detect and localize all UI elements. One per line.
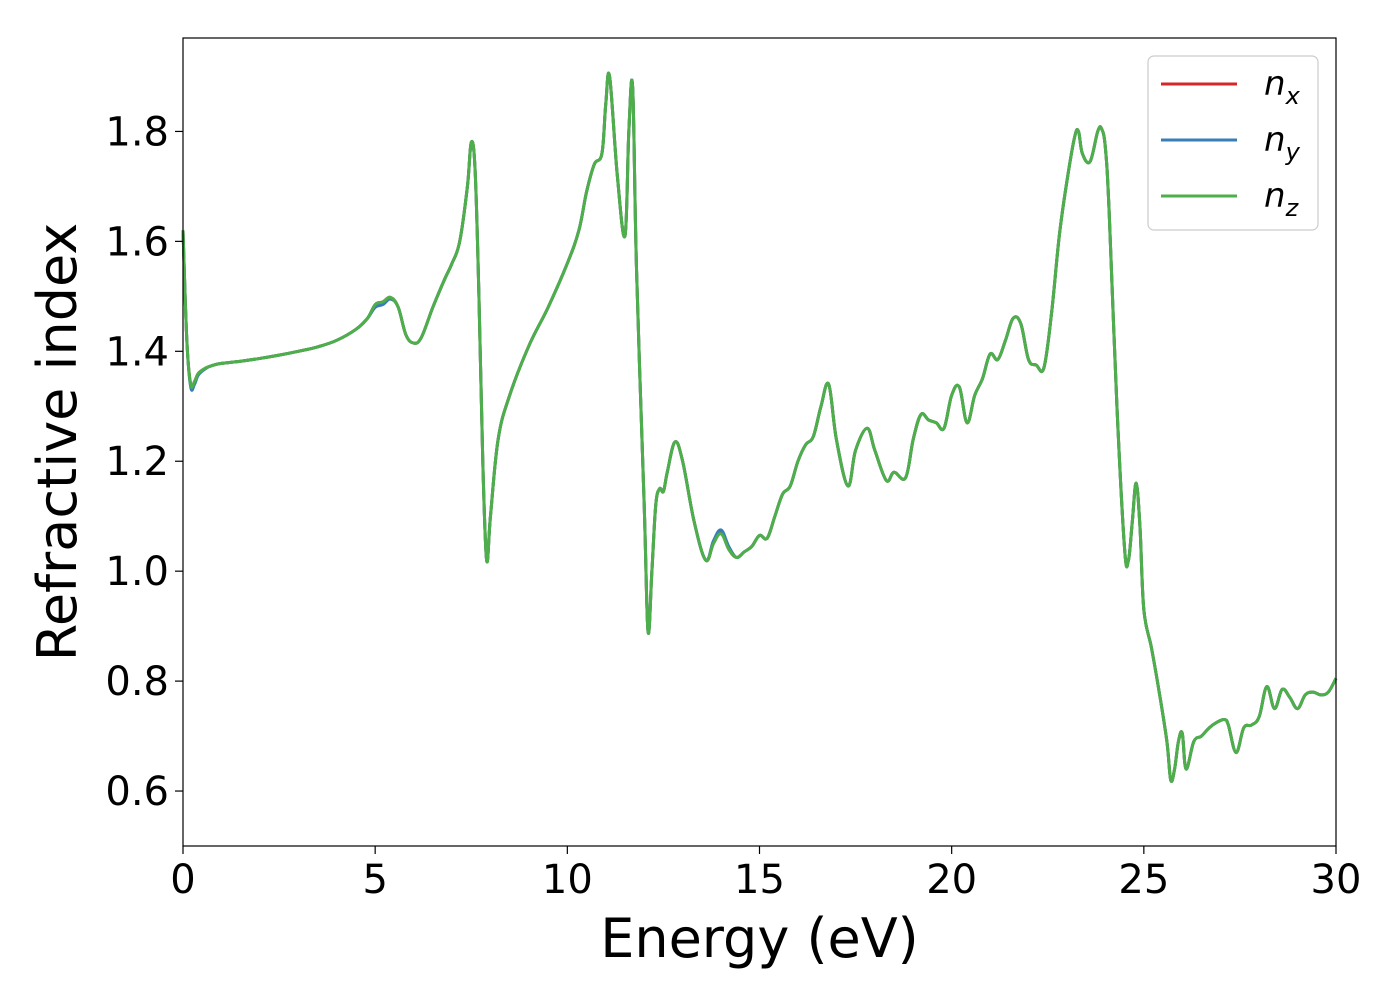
series-layer (181, 71, 1338, 783)
legend-label-z: nz (1264, 176, 1300, 222)
legend-label-y: ny (1264, 120, 1301, 166)
y-tick-label: 1.4 (105, 329, 169, 375)
series-line-z (181, 71, 1338, 783)
y-axis: 0.6 0.8 1.0 1.2 1.4 1.6 1.8 (105, 109, 183, 815)
x-axis: 0 5 10 15 20 25 30 (170, 846, 1361, 903)
y-tick-label: 1.8 (105, 109, 169, 155)
x-tick-label: 15 (734, 857, 785, 903)
x-tick-label: 25 (1118, 857, 1169, 903)
y-tick-label: 1.6 (105, 219, 169, 265)
y-axis-title: Refractive index (26, 223, 89, 662)
y-tick-label: 0.8 (105, 659, 169, 705)
y-tick-label: 0.6 (105, 769, 169, 815)
legend-box (1147, 55, 1319, 231)
x-tick-label: 20 (926, 857, 977, 903)
legend-label-x: nx (1264, 64, 1301, 110)
y-tick-label: 1.2 (105, 439, 169, 485)
x-tick-label: 0 (170, 857, 195, 903)
x-tick-label: 5 (362, 857, 387, 903)
x-axis-title: Energy (eV) (600, 907, 919, 970)
x-tick-label: 10 (542, 857, 593, 903)
x-tick-label: 30 (1311, 857, 1362, 903)
legend: nx ny nz (1147, 55, 1319, 231)
y-tick-label: 1.0 (105, 549, 169, 595)
